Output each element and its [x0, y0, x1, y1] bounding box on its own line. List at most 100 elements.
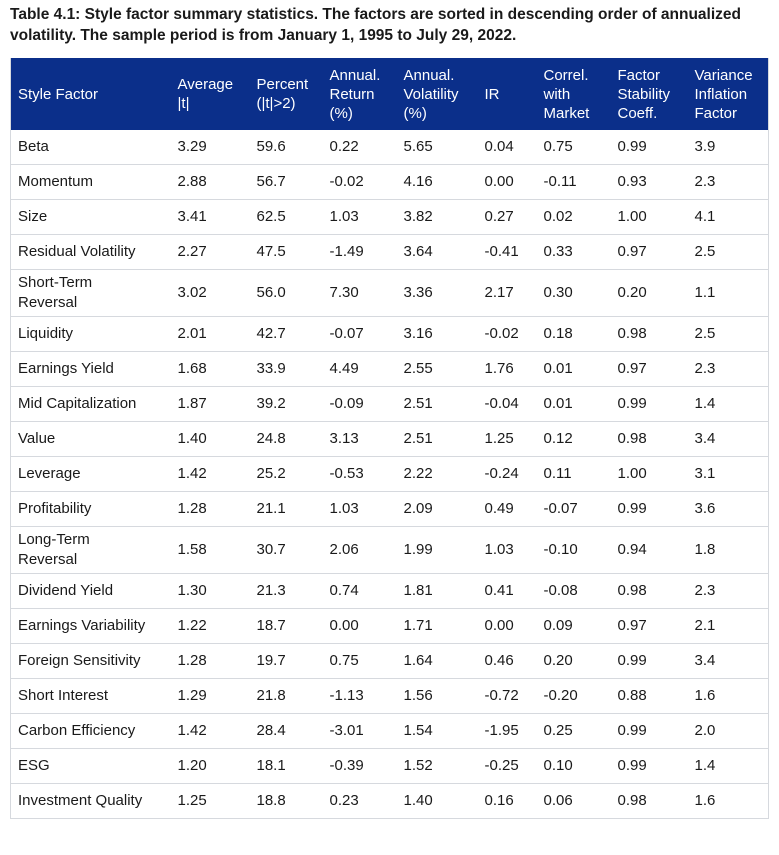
- column-header: Variance Inflation Factor: [687, 58, 769, 130]
- table-cell: 1.54: [396, 713, 478, 749]
- table-cell: 0.88: [610, 678, 688, 714]
- table-cell: -0.07: [322, 316, 397, 352]
- table-cell: 1.25: [477, 421, 537, 457]
- table-cell: 24.8: [249, 421, 323, 457]
- factor-name-cell: Residual Volatility: [10, 234, 171, 270]
- table-cell: 0.06: [536, 783, 611, 819]
- column-header: Correl. with Market: [536, 58, 611, 130]
- table-cell: 0.97: [610, 351, 688, 387]
- table-cell: 0.20: [536, 643, 611, 679]
- factor-name-cell: Earnings Variability: [10, 608, 171, 644]
- table-cell: 1.00: [610, 199, 688, 235]
- table-cell: 56.7: [249, 164, 323, 200]
- table-cell: 25.2: [249, 456, 323, 492]
- table-cell: 0.41: [477, 573, 537, 609]
- table-cell: 1.52: [396, 748, 478, 784]
- table-cell: 0.20: [610, 269, 688, 317]
- factor-name-cell: Profitability: [10, 491, 171, 527]
- table-row: Carbon Efficiency 1.42 28.4 -3.01 1.54 -1.95 0…: [10, 713, 769, 749]
- table-cell: 0.10: [536, 748, 611, 784]
- factor-name-cell: Investment Quality: [10, 783, 171, 819]
- table-cell: 1.56: [396, 678, 478, 714]
- table-cell: 18.1: [249, 748, 323, 784]
- table-cell: 3.82: [396, 199, 478, 235]
- table-cell: 5.65: [396, 130, 478, 165]
- table-cell: 0.99: [610, 491, 688, 527]
- factor-name-cell: Liquidity: [10, 316, 171, 352]
- table-cell: 2.1: [687, 608, 769, 644]
- table-cell: 0.93: [610, 164, 688, 200]
- table-cell: 21.8: [249, 678, 323, 714]
- table-cell: 1.6: [687, 678, 769, 714]
- table-cell: 0.97: [610, 234, 688, 270]
- table-cell: 1.64: [396, 643, 478, 679]
- column-header: Percent (|t|>2): [249, 58, 323, 130]
- table-cell: 0.23: [322, 783, 397, 819]
- table-cell: 1.87: [170, 386, 250, 422]
- table-cell: 2.55: [396, 351, 478, 387]
- table-cell: 1.6: [687, 783, 769, 819]
- table-cell: 0.00: [477, 164, 537, 200]
- table-cell: 1.58: [170, 526, 250, 574]
- table-cell: 0.99: [610, 643, 688, 679]
- column-header: Average |t|: [170, 58, 250, 130]
- table-cell: 0.11: [536, 456, 611, 492]
- table-cell: 18.8: [249, 783, 323, 819]
- table-cell: -0.72: [477, 678, 537, 714]
- column-header: Annual. Return (%): [322, 58, 397, 130]
- factor-name-cell: Dividend Yield: [10, 573, 171, 609]
- table-cell: 33.9: [249, 351, 323, 387]
- table-cell: 1.22: [170, 608, 250, 644]
- table-cell: 0.75: [322, 643, 397, 679]
- table-cell: 1.76: [477, 351, 537, 387]
- factor-name-cell: Momentum: [10, 164, 171, 200]
- table-cell: 1.81: [396, 573, 478, 609]
- column-header: Style Factor: [10, 58, 171, 130]
- table-cell: 3.64: [396, 234, 478, 270]
- table-cell: -0.07: [536, 491, 611, 527]
- table-row: Value 1.40 24.8 3.13 2.51 1.25 0.12 0.98 3.4: [10, 421, 769, 457]
- table-cell: 0.94: [610, 526, 688, 574]
- table-cell: -0.02: [477, 316, 537, 352]
- table-cell: -0.39: [322, 748, 397, 784]
- table-cell: 4.1: [687, 199, 769, 235]
- table-cell: -0.25: [477, 748, 537, 784]
- table-cell: 18.7: [249, 608, 323, 644]
- table-cell: 3.6: [687, 491, 769, 527]
- table-cell: 0.97: [610, 608, 688, 644]
- table-row: Earnings Yield 1.68 33.9 4.49 2.55 1.76 0.01 0.…: [10, 351, 769, 387]
- table-cell: 0.99: [610, 748, 688, 784]
- table-cell: 3.4: [687, 643, 769, 679]
- table-cell: 0.30: [536, 269, 611, 317]
- table-row: Short Interest 1.29 21.8 -1.13 1.56 -0.72 -0.2…: [10, 678, 769, 714]
- table-cell: 21.1: [249, 491, 323, 527]
- table-cell: 0.49: [477, 491, 537, 527]
- table-row: Mid Capitalization 1.87 39.2 -0.09 2.51 -0.04…: [10, 386, 769, 422]
- table-cell: -3.01: [322, 713, 397, 749]
- table-cell: -0.11: [536, 164, 611, 200]
- factor-name-cell: Mid Capitalization: [10, 386, 171, 422]
- table-cell: 1.03: [477, 526, 537, 574]
- table-header-row: Style Factor Average |t| Percent (|t|>2)…: [10, 58, 769, 130]
- table-cell: -0.02: [322, 164, 397, 200]
- table-row: Dividend Yield 1.30 21.3 0.74 1.81 0.41 -0.08 0…: [10, 573, 769, 609]
- table-cell: 2.51: [396, 386, 478, 422]
- table-cell: -1.13: [322, 678, 397, 714]
- table-cell: 0.99: [610, 713, 688, 749]
- table-cell: 1.42: [170, 713, 250, 749]
- table-cell: 2.3: [687, 351, 769, 387]
- table-cell: 0.04: [477, 130, 537, 165]
- table-cell: 0.12: [536, 421, 611, 457]
- table-cell: 3.02: [170, 269, 250, 317]
- table-cell: 1.40: [396, 783, 478, 819]
- table-cell: -1.49: [322, 234, 397, 270]
- table-cell: 0.18: [536, 316, 611, 352]
- table-cell: 2.5: [687, 316, 769, 352]
- table-cell: 21.3: [249, 573, 323, 609]
- table-cell: 3.1: [687, 456, 769, 492]
- factor-name-cell: Short Interest: [10, 678, 171, 714]
- table-cell: 3.9: [687, 130, 769, 165]
- table-cell: 0.99: [610, 130, 688, 165]
- table-cell: 1.99: [396, 526, 478, 574]
- table-cell: -0.24: [477, 456, 537, 492]
